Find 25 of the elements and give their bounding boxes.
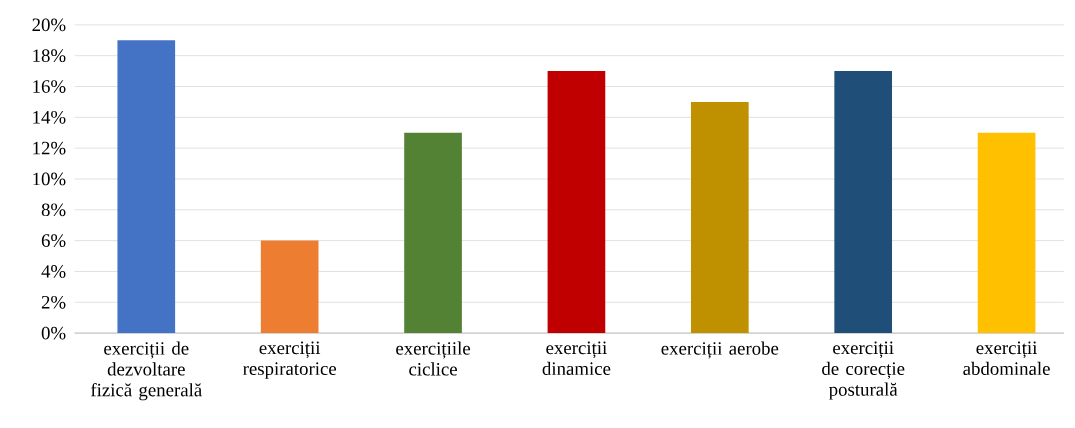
y-tick-label: 20%: [32, 18, 66, 32]
x-tick-label: exerciții abdominale: [963, 341, 1050, 376]
x-tick-label: exerciții respiratorice: [243, 341, 337, 380]
y-tick-label: 10%: [33, 172, 66, 186]
y-tick-label: 0%: [41, 326, 66, 340]
bar: [690, 102, 749, 334]
bar: [260, 240, 319, 334]
y-tick-label: 14%: [33, 111, 66, 124]
y-tick-label: 18%: [33, 49, 66, 63]
x-tick-label: exercițiile ciclice: [396, 341, 471, 376]
y-tick-label: 12%: [33, 142, 66, 155]
bar: [117, 40, 176, 334]
x-tick-label: exerciții dinamice: [542, 341, 611, 376]
bar: [977, 132, 1036, 334]
y-tick-label: 4%: [41, 265, 66, 279]
x-tick-label: exerciții de corecție posturală: [822, 341, 905, 400]
bar: [547, 71, 606, 334]
y-tick-label: 6%: [41, 234, 66, 248]
y-tick-label: 2%: [41, 296, 66, 309]
bar: [834, 71, 893, 334]
x-tick-label: exerciții de dezvoltare fizică generală: [90, 341, 202, 401]
y-tick-label: 16%: [33, 80, 66, 94]
y-tick-label: 8%: [41, 203, 66, 217]
x-tick-label: exerciții aerobe: [661, 341, 779, 359]
bar: [404, 132, 462, 334]
